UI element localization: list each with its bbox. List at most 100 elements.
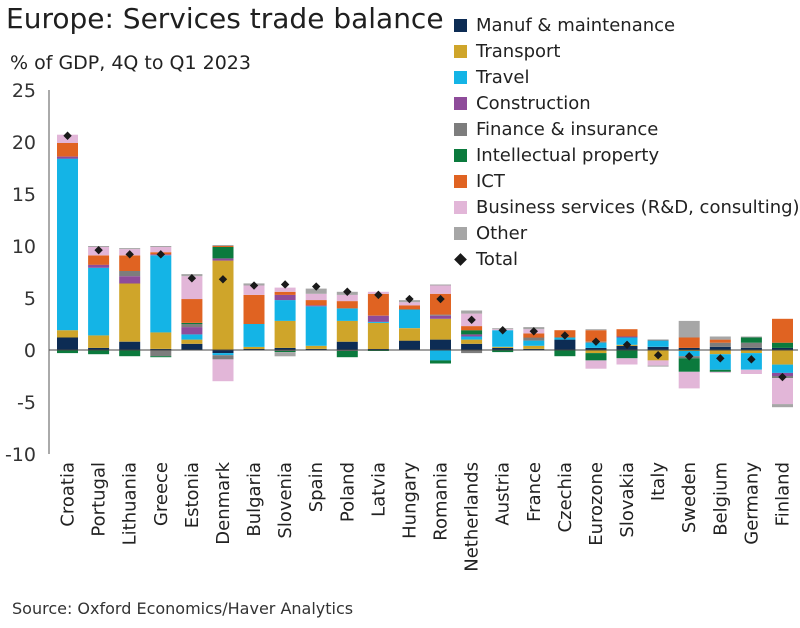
bar-segment [585, 329, 607, 331]
bar-segment [585, 360, 607, 369]
bar-segment [88, 347, 110, 350]
bar-segment [274, 294, 296, 301]
bar-segment [88, 267, 110, 336]
total-marker [622, 340, 632, 349]
x-tick-label: Estonia [182, 462, 203, 528]
total-marker [249, 281, 259, 290]
bar-segment [430, 350, 451, 361]
legend-swatch [454, 70, 467, 84]
legend-swatch [454, 200, 467, 214]
bar-segment [88, 264, 110, 268]
bar-segment [243, 324, 265, 347]
bar-segment [461, 336, 483, 340]
bar-segment [772, 364, 793, 373]
bar-segment [181, 323, 203, 324]
x-tick-label: Eurozone [586, 462, 607, 546]
legend-item: Travel [454, 64, 800, 90]
bar-segment [647, 365, 669, 367]
total-marker [125, 250, 134, 259]
bar-segment [616, 358, 638, 365]
bar-segment [740, 337, 762, 343]
bar-segment [740, 369, 762, 374]
x-tick-label: Czechia [555, 462, 576, 532]
bar-segment [647, 360, 669, 366]
bar-segment [274, 347, 296, 350]
bar-segment [492, 330, 514, 347]
legend-swatch [454, 44, 467, 58]
bar-segment [150, 356, 172, 358]
bar-segment [709, 371, 731, 373]
y-tick-label: 0 [24, 340, 36, 362]
bar-segment [150, 247, 172, 253]
bar-segment [430, 339, 451, 350]
x-tick-label: Lithuania [120, 462, 141, 545]
bar-segment [243, 294, 265, 324]
bar-segment [88, 335, 110, 348]
bar-segment [554, 339, 576, 350]
bar-segment [119, 341, 141, 350]
bar-segment [461, 326, 483, 331]
bar-segment [399, 328, 420, 341]
bar-segment [119, 271, 141, 277]
bar-segment [399, 305, 420, 310]
legend-label: Total [476, 248, 519, 270]
total-marker [653, 351, 663, 360]
bar-segment [616, 350, 638, 359]
bar-segment [492, 346, 514, 348]
bar-segment [585, 353, 607, 361]
bar-segment [461, 310, 483, 314]
bar-segment [461, 334, 483, 337]
bar-segment [461, 350, 483, 354]
legend-item: ICT [454, 168, 800, 194]
bar-segment [181, 343, 203, 350]
bar-segment [461, 330, 483, 335]
bar-segment [119, 276, 141, 284]
bar-segment [305, 293, 327, 300]
bar-segment [523, 333, 545, 338]
bar-segment [336, 341, 358, 350]
bar-segment [616, 329, 638, 337]
bar-segment [367, 323, 389, 349]
x-tick-label: Italy [648, 462, 669, 501]
x-tick-label: Croatia [58, 462, 79, 527]
bar-segment [430, 285, 451, 294]
bar-segment [772, 404, 793, 408]
bar-segment [585, 350, 607, 354]
legend-label: Transport [476, 40, 561, 62]
x-tick-label: Spain [306, 462, 327, 512]
bar-segment [492, 350, 514, 353]
bar-segment [772, 342, 793, 348]
total-marker [747, 355, 756, 364]
legend-label: Manuf & maintenance [476, 14, 676, 36]
bar-segment [212, 353, 234, 356]
legend-item: Transport [454, 38, 800, 64]
bar-segment [585, 347, 607, 350]
bar-segment [585, 330, 607, 342]
bar-segment [336, 308, 358, 321]
bar-segment [274, 300, 296, 321]
total-marker [467, 315, 476, 325]
legend-swatch [454, 96, 467, 110]
bar-segment [305, 300, 327, 306]
bar-segment [678, 320, 700, 338]
legend-label: ICT [476, 170, 505, 192]
bar-segment [305, 306, 327, 346]
bar-segment [647, 340, 669, 347]
x-tick-label: Belgium [710, 462, 731, 536]
legend-item: Other [454, 220, 800, 246]
bar-segment [243, 346, 265, 349]
bar-segment [57, 143, 78, 157]
bar-segment [57, 350, 78, 354]
y-tick-label: -10 [5, 444, 36, 466]
total-marker [187, 274, 197, 283]
bar-segment [461, 343, 483, 350]
x-tick-label: Austria [493, 462, 514, 526]
legend-swatch [454, 174, 467, 188]
bar-segment [243, 285, 265, 295]
bar-segment [57, 158, 78, 331]
y-tick-label: 10 [12, 236, 36, 258]
bar-segment [430, 315, 451, 319]
total-marker [405, 294, 414, 304]
bar-segment [399, 309, 420, 329]
